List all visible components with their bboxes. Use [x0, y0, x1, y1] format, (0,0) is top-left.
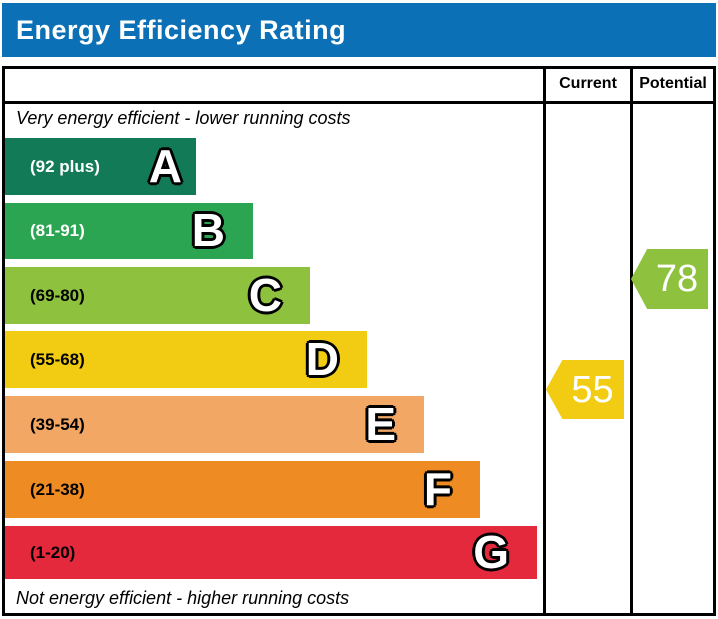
- band-g: (1-20) G: [5, 526, 537, 579]
- band-a-range: (92 plus): [30, 156, 100, 176]
- current-rating-value: 55: [571, 368, 614, 411]
- header-row-divider: [2, 101, 716, 104]
- bottom-note: Not energy efficient - higher running co…: [16, 588, 350, 608]
- band-e-grade: E: [365, 397, 396, 450]
- band-d-range: (55-68): [30, 349, 85, 369]
- potential-column-header: Potential: [639, 74, 707, 92]
- band-b-range: (81-91): [30, 221, 85, 240]
- band-g-range: (1-20): [30, 542, 76, 562]
- band-f: (21-38) F: [5, 461, 480, 518]
- band-c-range: (69-80): [30, 285, 85, 305]
- current-rating-marker: 55: [546, 360, 624, 419]
- chart-title-bar: Energy Efficiency Rating: [2, 3, 716, 57]
- potential-rating-value: 78: [655, 258, 699, 300]
- band-a-grade: A: [148, 139, 182, 192]
- band-g-grade: G: [473, 525, 509, 578]
- band-e-range: (39-54): [30, 414, 85, 434]
- potential-column-divider: [630, 66, 633, 616]
- band-e: (39-54) E: [5, 396, 424, 453]
- top-note: Very energy efficient - lower running co…: [16, 108, 351, 128]
- current-column-header: Current: [559, 74, 617, 92]
- band-c-grade: C: [248, 268, 282, 321]
- current-column-divider: [543, 66, 546, 616]
- band-b-grade: B: [191, 204, 225, 257]
- page-title: Energy Efficiency Rating: [16, 14, 347, 45]
- potential-rating-marker: 78: [631, 249, 708, 309]
- band-d: (55-68) D: [5, 331, 367, 388]
- rating-table-frame: [2, 66, 716, 616]
- band-f-grade: F: [423, 462, 452, 515]
- band-f-range: (21-38): [30, 479, 85, 499]
- band-d-grade: D: [305, 332, 339, 385]
- band-a: (92 plus) A: [5, 138, 196, 195]
- band-c: (69-80) C: [5, 267, 310, 324]
- band-b: (81-91) B: [5, 203, 253, 259]
